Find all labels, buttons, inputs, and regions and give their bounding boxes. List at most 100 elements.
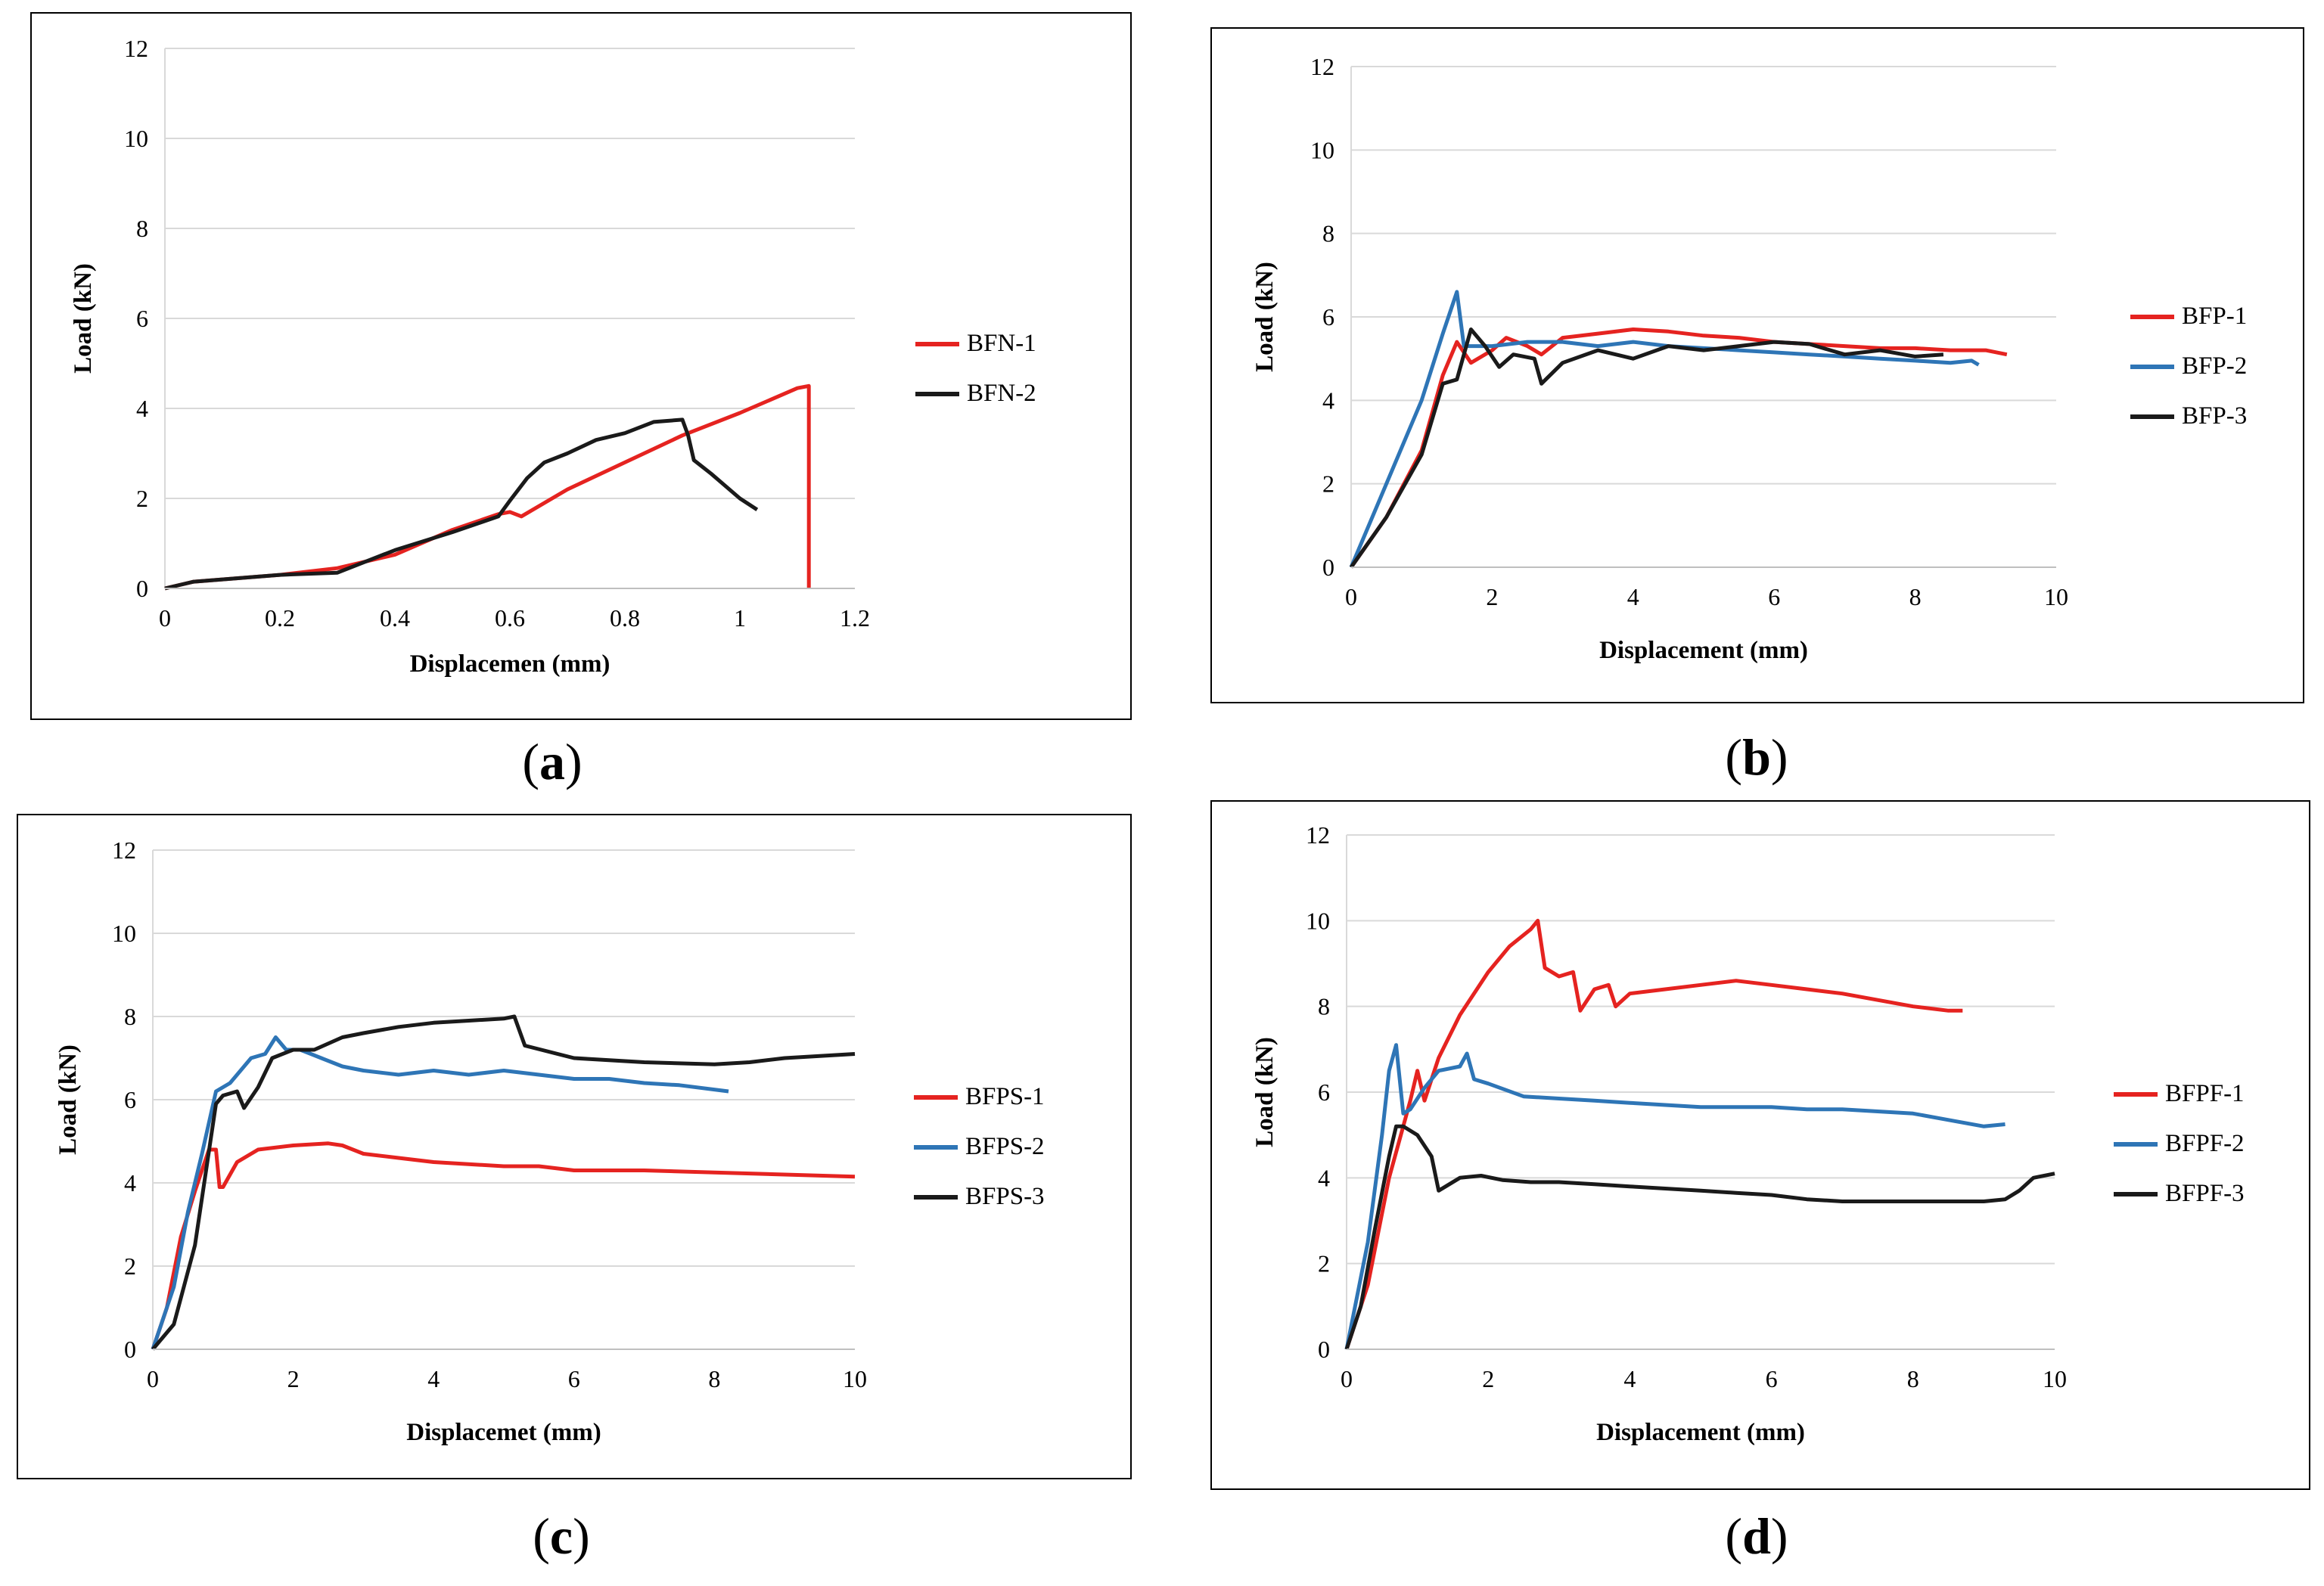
- y-tick-label: 6: [1322, 303, 1334, 331]
- y-tick-label: 2: [124, 1252, 136, 1280]
- legend-swatch: [2130, 414, 2174, 419]
- y-tick-label: 10: [1310, 136, 1334, 163]
- legend-swatch: [2114, 1092, 2158, 1097]
- panel-label-c: (c): [533, 1507, 590, 1565]
- y-tick-label: 6: [124, 1086, 136, 1113]
- x-axis-title: Displacemet (mm): [406, 1419, 601, 1446]
- y-tick-label: 12: [124, 35, 148, 62]
- y-axis-title: Load (kN): [70, 263, 97, 374]
- x-tick-label: 10: [2044, 583, 2068, 610]
- x-tick-label: 6: [1768, 583, 1780, 610]
- y-tick-label: 10: [1306, 907, 1330, 934]
- series-line-bfps-2: [151, 1035, 729, 1350]
- legend-swatch: [2114, 1142, 2158, 1147]
- x-tick-label: 10: [843, 1365, 867, 1392]
- legend-label: BFPS-1: [965, 1083, 1045, 1110]
- x-tick-label: 0.6: [495, 604, 525, 632]
- legend-label: BFPF-2: [2165, 1130, 2245, 1157]
- legend-swatch: [914, 1195, 958, 1200]
- y-tick-label: 8: [136, 215, 148, 242]
- chart-panel-a: 0 2 4 6 8 10 12 0 0.2 0.4 0.6 0.8 1 1.2 Displacemen (m…: [30, 12, 1132, 720]
- series-line-bfp-2: [1349, 290, 1980, 568]
- legend-swatch: [2130, 365, 2174, 369]
- x-tick-label: 0: [147, 1365, 159, 1392]
- x-tick-label: 10: [2043, 1365, 2067, 1392]
- y-tick-label: 4: [1322, 386, 1334, 414]
- x-tick-label: 2: [1486, 583, 1498, 610]
- series-line-bfps-1: [151, 1141, 856, 1350]
- chart-panel-d: 0 2 4 6 8 10 12 0 2 4 6 8 10 Displacement (mm) Load (k…: [1210, 800, 2310, 1490]
- y-tick-label: 8: [124, 1003, 136, 1030]
- x-axis-title: Displacement (mm): [1599, 637, 1808, 664]
- panel-label-a: (a): [522, 733, 583, 790]
- series-line-bfpf-3: [1344, 1124, 2055, 1350]
- x-tick-label: 0: [159, 604, 171, 632]
- y-tick-label: 10: [124, 125, 148, 152]
- chart-b-svg: 0 2 4 6 8 10 12 0 2 4 6 8 10 Displacement (mm) Load (k…: [1251, 53, 2068, 664]
- x-tick-label: 6: [568, 1365, 580, 1392]
- legend-label: BFP-3: [2182, 402, 2248, 430]
- panel-label-b: (b): [1725, 728, 1788, 786]
- x-tick-label: 1.2: [840, 604, 870, 632]
- x-tick-label: 4: [427, 1365, 440, 1392]
- legend-label: BFP-1: [2182, 303, 2248, 330]
- series-line-bfpf-2: [1344, 1043, 2006, 1350]
- legend-label: BFPS-2: [965, 1133, 1045, 1160]
- legend-label: BFP-2: [2182, 352, 2248, 380]
- x-tick-label: 1: [734, 604, 746, 632]
- legend-label: BFPF-1: [2165, 1080, 2245, 1107]
- y-tick-label: 0: [1318, 1336, 1330, 1363]
- y-tick-label: 2: [1318, 1250, 1330, 1277]
- y-tick-label: 10: [112, 920, 136, 947]
- y-tick-label: 4: [136, 395, 148, 422]
- chart-c-svg: 0 2 4 6 8 10 12 0 2 4 6 8 10 Displacemet (mm) Load (kN…: [54, 836, 867, 1446]
- series-line-bfp-1: [1349, 327, 2008, 569]
- x-tick-label: 0.8: [610, 604, 640, 632]
- y-tick-label: 2: [1322, 470, 1334, 498]
- y-axis-title: Load (kN): [54, 1044, 82, 1155]
- y-tick-label: 2: [136, 485, 148, 512]
- y-tick-label: 8: [1318, 993, 1330, 1020]
- series-line-bfn-1: [164, 383, 811, 591]
- legend-label: BFPF-3: [2165, 1180, 2245, 1207]
- x-tick-label: 6: [1766, 1365, 1778, 1392]
- y-tick-label: 4: [124, 1169, 136, 1196]
- x-tick-label: 0: [1341, 1365, 1353, 1392]
- y-tick-label: 6: [136, 305, 148, 332]
- legend-swatch: [2114, 1192, 2158, 1196]
- legend-label: BFN-1: [967, 330, 1036, 357]
- chart-d-svg: 0 2 4 6 8 10 12 0 2 4 6 8 10 Displacement (mm) Load (k…: [1251, 821, 2067, 1446]
- series-line-bfpf-1: [1344, 918, 1963, 1350]
- y-tick-label: 6: [1318, 1079, 1330, 1106]
- x-axis-title: Displacement (mm): [1596, 1419, 1805, 1446]
- y-tick-label: 0: [124, 1336, 136, 1363]
- x-tick-label: 0.4: [380, 604, 410, 632]
- x-tick-label: 0: [1345, 583, 1357, 610]
- y-axis-title: Load (kN): [1251, 262, 1279, 372]
- y-tick-label: 4: [1318, 1164, 1330, 1191]
- y-axis-title: Load (kN): [1251, 1037, 1279, 1147]
- series-line-bfp-3: [1349, 327, 1944, 569]
- y-tick-label: 0: [1322, 554, 1334, 581]
- series-line-bfps-3: [151, 1014, 856, 1351]
- y-tick-label: 0: [136, 575, 148, 602]
- x-tick-label: 8: [1909, 583, 1922, 610]
- legend-swatch: [915, 392, 959, 396]
- panel-label-d: (d): [1725, 1507, 1788, 1565]
- legend-swatch: [915, 342, 959, 346]
- chart-a-svg: 0 2 4 6 8 10 12 0 0.2 0.4 0.6 0.8 1 1.2 Displacemen (m…: [70, 35, 870, 678]
- legend-label: BFPS-3: [965, 1183, 1045, 1210]
- legend-swatch: [914, 1145, 958, 1150]
- series-line-bfn-2: [164, 417, 759, 591]
- x-tick-label: 2: [1482, 1365, 1494, 1392]
- chart-panel-b: 0 2 4 6 8 10 12 0 2 4 6 8 10 Displacement (mm) Load (k…: [1210, 27, 2304, 703]
- x-tick-label: 8: [708, 1365, 720, 1392]
- chart-panel-c: 0 2 4 6 8 10 12 0 2 4 6 8 10 Displacemet (mm) Load (kN…: [17, 814, 1132, 1479]
- legend-label: BFN-2: [967, 380, 1036, 407]
- x-tick-label: 4: [1623, 1365, 1636, 1392]
- x-tick-label: 8: [1907, 1365, 1919, 1392]
- x-tick-label: 0.2: [265, 604, 295, 632]
- x-axis-title: Displacemen (mm): [410, 650, 611, 678]
- y-tick-label: 12: [1310, 53, 1334, 80]
- y-tick-label: 12: [112, 836, 136, 864]
